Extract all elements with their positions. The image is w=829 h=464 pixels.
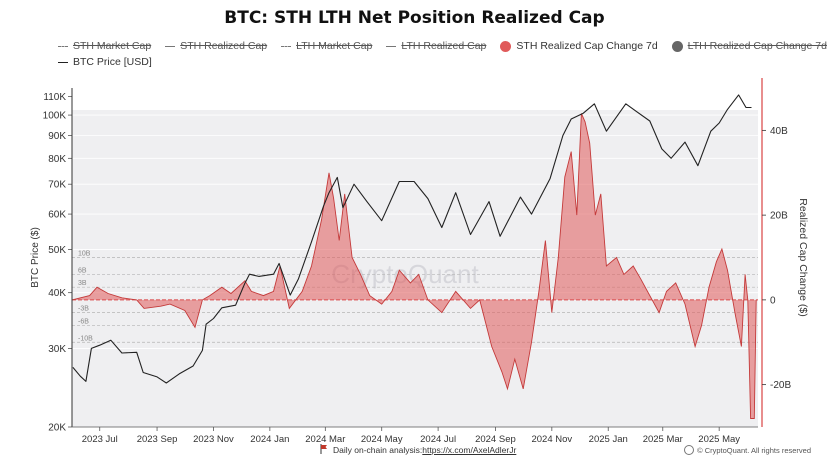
x-axis-tick-label: 2025 May <box>698 434 740 445</box>
right-axis-tick-label: 20B <box>770 211 788 222</box>
x-axis-tick-label: 2023 Nov <box>193 434 234 445</box>
reference-label: 3B <box>78 280 87 287</box>
legend-label: LTH Market Cap <box>296 40 373 52</box>
flag-icon <box>320 444 328 456</box>
left-axis-tick-label: 110K <box>43 92 66 103</box>
legend: STH Market Cap STH Realized Cap LTH Market… <box>58 38 827 70</box>
reference-label: 10B <box>78 251 91 258</box>
btc-price-line <box>72 94 752 384</box>
footer-link[interactable]: https://x.com/AxelAdlerJr <box>422 445 517 455</box>
right-axis-title: Realized Cap Change ($) <box>797 198 809 316</box>
x-axis-tick-label: 2023 Sep <box>137 434 178 445</box>
legend-label: STH Market Cap <box>73 40 152 52</box>
legend-swatch <box>500 40 512 52</box>
legend-swatch <box>58 61 68 63</box>
legend-label: STH Realized Cap <box>180 40 268 52</box>
legend-item[interactable]: BTC Price [USD] <box>58 56 152 68</box>
reference-label: -6B <box>78 318 89 325</box>
right-axis-tick-label: 40B <box>770 126 788 137</box>
x-axis-tick-label: 2024 Jul <box>420 434 456 445</box>
right-axis-tick-label: 0 <box>770 295 776 306</box>
legend-item[interactable]: LTH Realized Cap <box>386 40 486 52</box>
legend-item[interactable]: LTH Market Cap <box>281 40 372 52</box>
left-axis-tick-label: 40K <box>48 288 66 299</box>
copyright-text: © CryptoQuant. All rights reserved <box>697 445 811 455</box>
left-axis-title: BTC Price ($) <box>30 227 41 288</box>
plot-background <box>72 110 758 427</box>
left-axis-tick-label: 60K <box>48 210 66 221</box>
chart-title: BTC: STH LTH Net Position Realized Cap <box>224 8 605 28</box>
copyright: © CryptoQuant. All rights reserved <box>684 445 811 455</box>
reference-label: -10B <box>78 335 93 342</box>
legend-item[interactable]: STH Realized Cap Change 7d <box>500 40 658 52</box>
legend-swatch <box>281 45 292 47</box>
sth-area <box>72 113 757 419</box>
legend-label: BTC Price [USD] <box>73 56 152 68</box>
left-axis-tick-label: 30K <box>48 344 66 355</box>
reference-label: -3B <box>78 306 89 313</box>
left-axis-tick-label: 20K <box>48 423 66 434</box>
left-axis-tick-label: 80K <box>48 154 66 165</box>
x-axis-tick-label: 2024 Nov <box>531 434 572 445</box>
legend-swatch <box>58 45 68 47</box>
legend-swatch <box>671 40 683 52</box>
sth-line <box>71 113 757 419</box>
left-axis-tick-label: 70K <box>48 180 66 191</box>
left-axis-tick-label: 100K <box>43 111 67 122</box>
legend-label: LTH Realized Cap <box>401 40 487 52</box>
footer-prefix: Daily on-chain analysis: <box>333 445 423 455</box>
x-axis-tick-label: 2025 Mar <box>643 434 683 445</box>
legend-item[interactable]: STH Realized Cap <box>165 40 267 52</box>
right-axis-tick-label: -20B <box>770 380 791 391</box>
legend-row-1: STH Market Cap STH Realized Cap LTH Market… <box>58 38 827 54</box>
x-axis-tick-label: 2024 Jan <box>250 434 289 445</box>
x-axis-tick-label: 2024 Mar <box>305 434 345 445</box>
reference-label: 6B <box>78 267 87 274</box>
legend-swatch <box>386 45 397 47</box>
left-axis-tick-label: 90K <box>48 131 66 142</box>
legend-label: STH Realized Cap Change 7d <box>516 40 658 52</box>
legend-item[interactable]: LTH Realized Cap Change 7d <box>671 40 827 52</box>
legend-label: LTH Realized Cap Change 7d <box>687 40 827 52</box>
legend-swatch <box>165 45 176 47</box>
legend-row-2: BTC Price [USD] <box>58 54 798 70</box>
x-axis-tick-label: 2024 May <box>361 434 403 445</box>
x-axis-tick-label: 2023 Jul <box>82 434 118 445</box>
left-axis-tick-label: 50K <box>48 245 66 256</box>
x-axis-tick-label: 2025 Jan <box>589 434 628 445</box>
x-axis-tick-label: 2024 Sep <box>475 434 516 445</box>
legend-item[interactable]: STH Market Cap <box>58 40 151 52</box>
cryptoquant-logo-icon <box>684 445 695 455</box>
footer: Daily on-chain analysis: https://x.com/A… <box>320 444 516 456</box>
